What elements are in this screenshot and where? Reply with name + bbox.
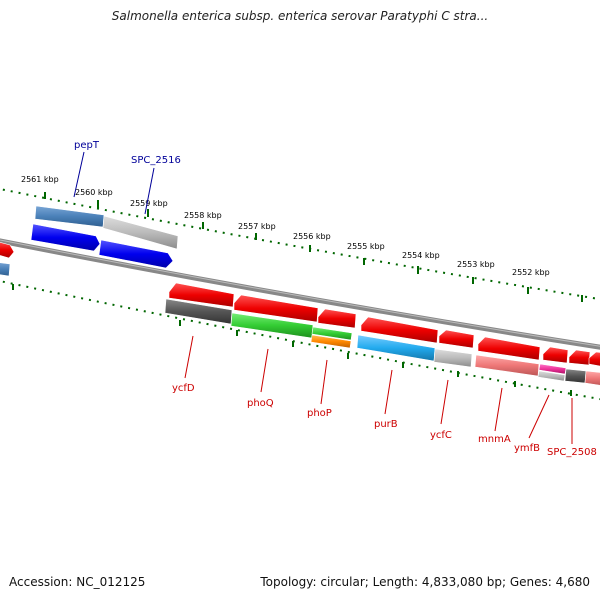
kbp-label: 2553 kbp [457,260,495,269]
inner-major-ticks [12,284,572,396]
genome-backbone [0,238,600,350]
leader-line [320,359,328,405]
kbp-label: 2559 kbp [130,199,168,208]
kbp-labels: 2561 kbp 2560 kbp 2559 kbp 2558 kbp 2557… [21,175,550,277]
leader-line [260,348,269,393]
genome-title: Salmonella enterica subsp. enterica sero… [111,9,489,23]
kbp-label: 2561 kbp [21,175,59,184]
gene-pepT-bar[interactable] [34,205,105,228]
gene-arrow-red[interactable] [588,351,600,367]
leader-line [184,335,194,379]
kbp-label: 2560 kbp [75,188,113,197]
reverse-leader-lines [184,335,573,444]
genome-summary-text: Topology: circular; Length: 4,833,080 bp… [260,575,590,589]
kbp-label: 2558 kbp [184,211,222,220]
outer-major-ticks [44,192,583,302]
leader-line [528,394,550,439]
gene-label-mnmA[interactable]: mnmA [478,434,511,445]
gene-phoP-bar[interactable] [311,326,353,341]
gene-label-purB[interactable]: purB [374,419,398,430]
forward-leader-lines [73,151,155,215]
gene-label-SPC_2516[interactable]: SPC_2516 [131,155,181,166]
kbp-label: 2556 kbp [293,232,331,241]
genome-backbone-highlight [0,239,600,347]
leader-line [440,379,449,425]
gene-label-ymfB[interactable]: ymfB [514,443,540,454]
kbp-label: 2555 kbp [347,242,385,251]
gene-label-pepT[interactable]: pepT [74,140,100,151]
forward-gene-labels: pepT SPC_2516 [74,140,181,166]
gene-ycfC-bar[interactable] [433,348,473,368]
kbp-label: 2554 kbp [402,251,440,260]
gene-SPC_2516-bar[interactable] [102,215,179,250]
gene-ycfD-arrow[interactable] [168,282,235,308]
leader-line [384,369,393,415]
leader-line [494,387,503,432]
gene-phoP-bar-orange[interactable] [310,334,352,349]
gene-ymfB-bar-gray[interactable] [537,370,566,382]
gene-phoQ-arrow[interactable] [233,294,319,323]
gene-ymfB-bar[interactable] [538,363,567,375]
reverse-gene-labels: ycfD phoQ phoP purB ycfC mnmA ymfB SPC_2… [172,383,597,458]
gene-bar-steel-edge[interactable] [0,262,11,277]
gene-ycfC-arrow[interactable] [438,329,475,349]
gene-SPC_2508-bar[interactable] [564,368,587,384]
gene-mnmA-arrow[interactable] [477,336,541,361]
gene-ymfB-arrow[interactable] [542,346,569,364]
gene-label-phoP[interactable]: phoP [307,408,332,419]
accession-text: Accession: NC_012125 [9,575,146,589]
leader-line [73,151,85,198]
kbp-label: 2552 kbp [512,268,550,277]
gene-phoP-arrow[interactable] [317,308,357,329]
kbp-label: 2557 kbp [238,222,276,231]
gene-arrow-red-edge[interactable] [0,241,15,259]
gene-arrow-blue[interactable] [30,223,101,252]
gene-label-phoQ[interactable]: phoQ [247,398,274,409]
reverse-strand-bars [164,298,600,386]
gene-label-SPC_2508[interactable]: SPC_2508 [547,447,597,458]
forward-strand-genes [30,205,179,269]
gene-purB-arrow[interactable] [360,316,439,344]
gene-label-ycfD[interactable]: ycfD [172,383,195,394]
gene-label-ycfC[interactable]: ycfC [430,430,452,441]
leader-line [144,167,155,215]
gene-bar-salmon[interactable] [584,370,600,386]
reverse-strand-arrows [168,282,600,367]
gene-arrow-blue[interactable] [98,239,174,269]
gene-arrow-red[interactable] [568,349,591,366]
